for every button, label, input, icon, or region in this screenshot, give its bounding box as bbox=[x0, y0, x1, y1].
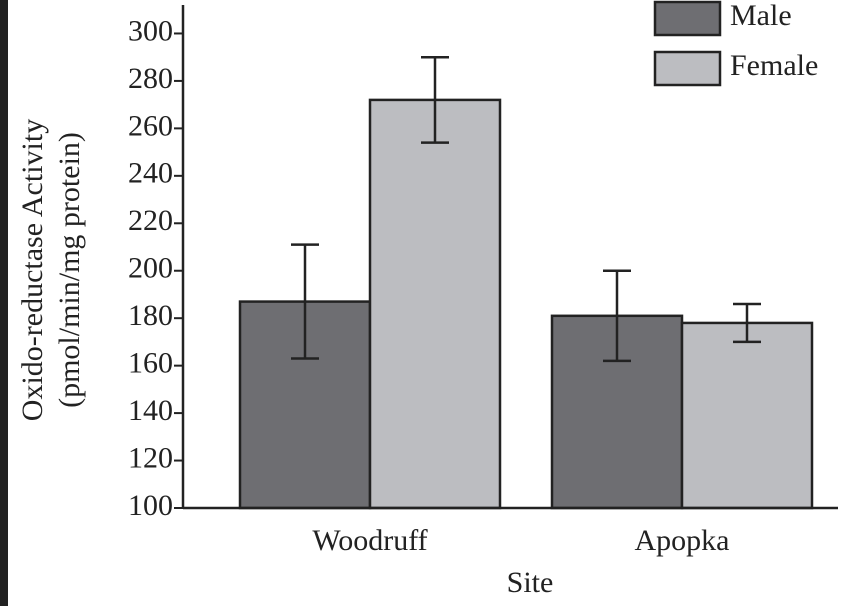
y-axis-label: Oxido-reductase Activity bbox=[16, 119, 49, 421]
legend-swatch bbox=[653, 50, 722, 87]
y-tick-label: 100 bbox=[128, 489, 173, 522]
y-tick-label: 260 bbox=[128, 109, 173, 142]
y-tick-label: 180 bbox=[128, 299, 173, 332]
x-tick-label: Apopka bbox=[635, 524, 730, 557]
y-tick-label: 240 bbox=[128, 157, 173, 190]
y-tick-label: 120 bbox=[128, 441, 173, 474]
error-bar bbox=[603, 269, 631, 363]
bar bbox=[368, 98, 502, 510]
y-tick-label: 200 bbox=[128, 252, 173, 285]
y-tick-label: 280 bbox=[128, 62, 173, 95]
error-bar bbox=[291, 243, 319, 360]
left-border bbox=[0, 0, 8, 606]
x-axis-label: Site bbox=[507, 566, 554, 599]
legend-label: Female bbox=[730, 49, 818, 82]
y-axis-label: (pmol/min/mg protein) bbox=[53, 132, 86, 408]
y-tick-label: 160 bbox=[128, 347, 173, 380]
error-bar bbox=[733, 302, 761, 344]
legend-label: Male bbox=[730, 0, 792, 32]
y-tick-label: 300 bbox=[128, 14, 173, 47]
legend-swatch bbox=[653, 0, 722, 37]
bar bbox=[680, 321, 814, 510]
x-tick-label: Woodruff bbox=[312, 524, 427, 557]
y-tick-label: 140 bbox=[128, 394, 173, 427]
y-tick-label: 220 bbox=[128, 204, 173, 237]
error-bar bbox=[421, 55, 449, 144]
